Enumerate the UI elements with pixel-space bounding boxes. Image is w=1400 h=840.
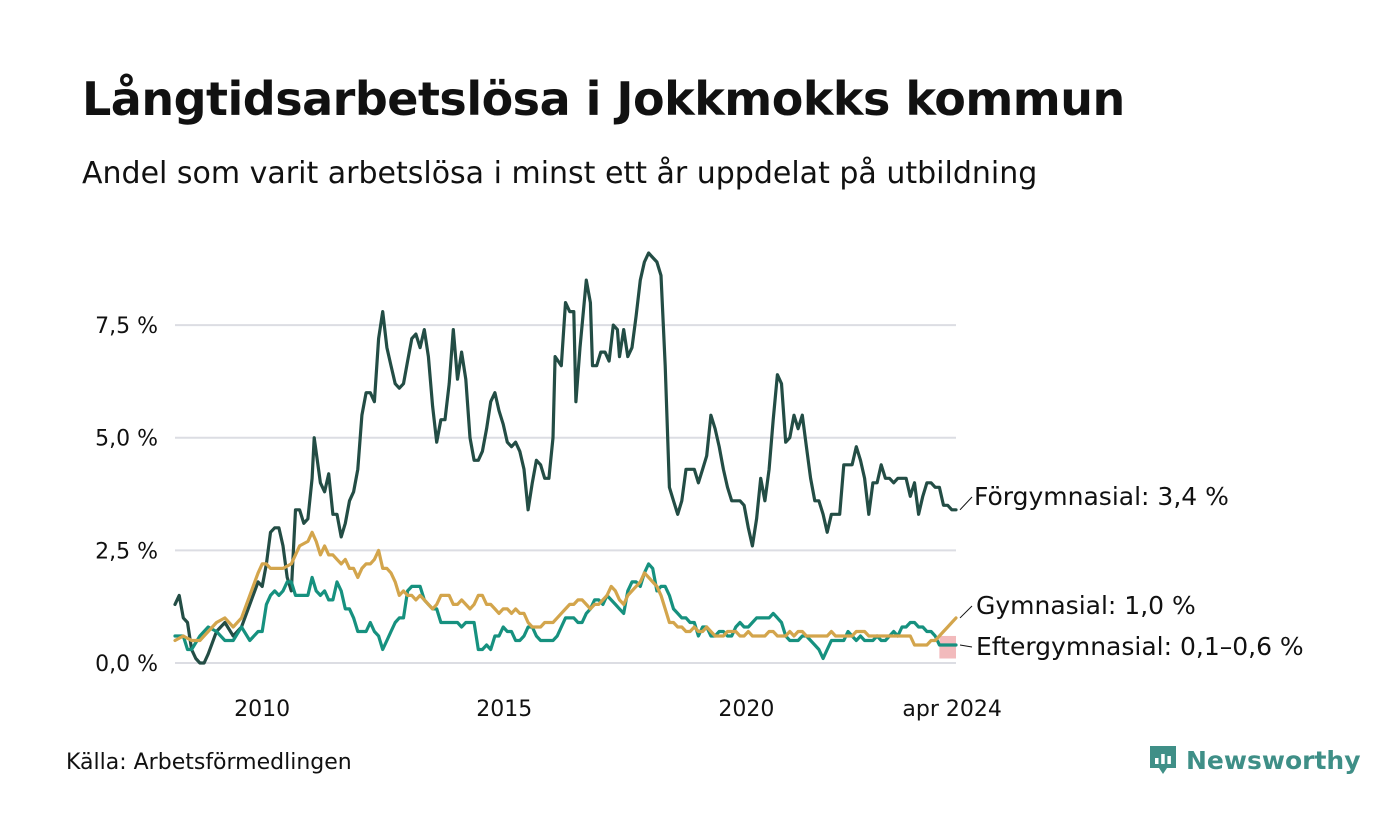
brand-name: Newsworthy [1186,745,1361,775]
series-line-gymnasial [173,530,958,647]
x-tick-label: 2010 [234,697,290,722]
brand-logo[interactable]: Newsworthy [1148,744,1361,776]
y-axis-ticks: 0,0 % 2,5 % 5,0 % 7,5 % [95,314,158,677]
x-tick-label: 2020 [718,697,774,722]
series-label-eftergymnasial: Eftergymnasial: 0,1–0,6 % [976,632,1304,661]
newsworthy-icon [1150,746,1176,774]
series-end-labels: Förgymnasial: 3,4 % Eftergymnasial: 0,1–0… [959,482,1304,661]
source-note: Källa: Arbetsförmedlingen [66,750,352,775]
x-tick-label: apr 2024 [902,697,1001,722]
y-tick-label: 0,0 % [95,652,158,677]
y-tick-label: 5,0 % [95,427,158,452]
series-label-förgymnasial: Förgymnasial: 3,4 % [974,482,1229,511]
range-band-layer [939,635,956,659]
chart-title: Långtidsarbetslösa i Jokkmokks kommun [82,72,1125,126]
label-connector [959,496,973,511]
x-tick-label: 2015 [476,697,532,722]
y-tick-label: 2,5 % [95,539,158,564]
chart-subtitle: Andel som varit arbetslösa i minst ett å… [82,156,1038,191]
series-line-förgymnasial [173,251,958,665]
series-lines [173,251,958,665]
range-band-eftergymnasial [939,635,956,659]
x-axis-ticks: 2010 2015 2020 apr 2024 [234,697,1002,722]
label-connector [959,605,973,619]
y-tick-label: 7,5 % [95,314,158,339]
series-label-gymnasial: Gymnasial: 1,0 % [976,591,1196,620]
gridlines [175,324,956,664]
series-line-eftergymnasial [173,562,958,661]
label-connector [959,644,973,648]
